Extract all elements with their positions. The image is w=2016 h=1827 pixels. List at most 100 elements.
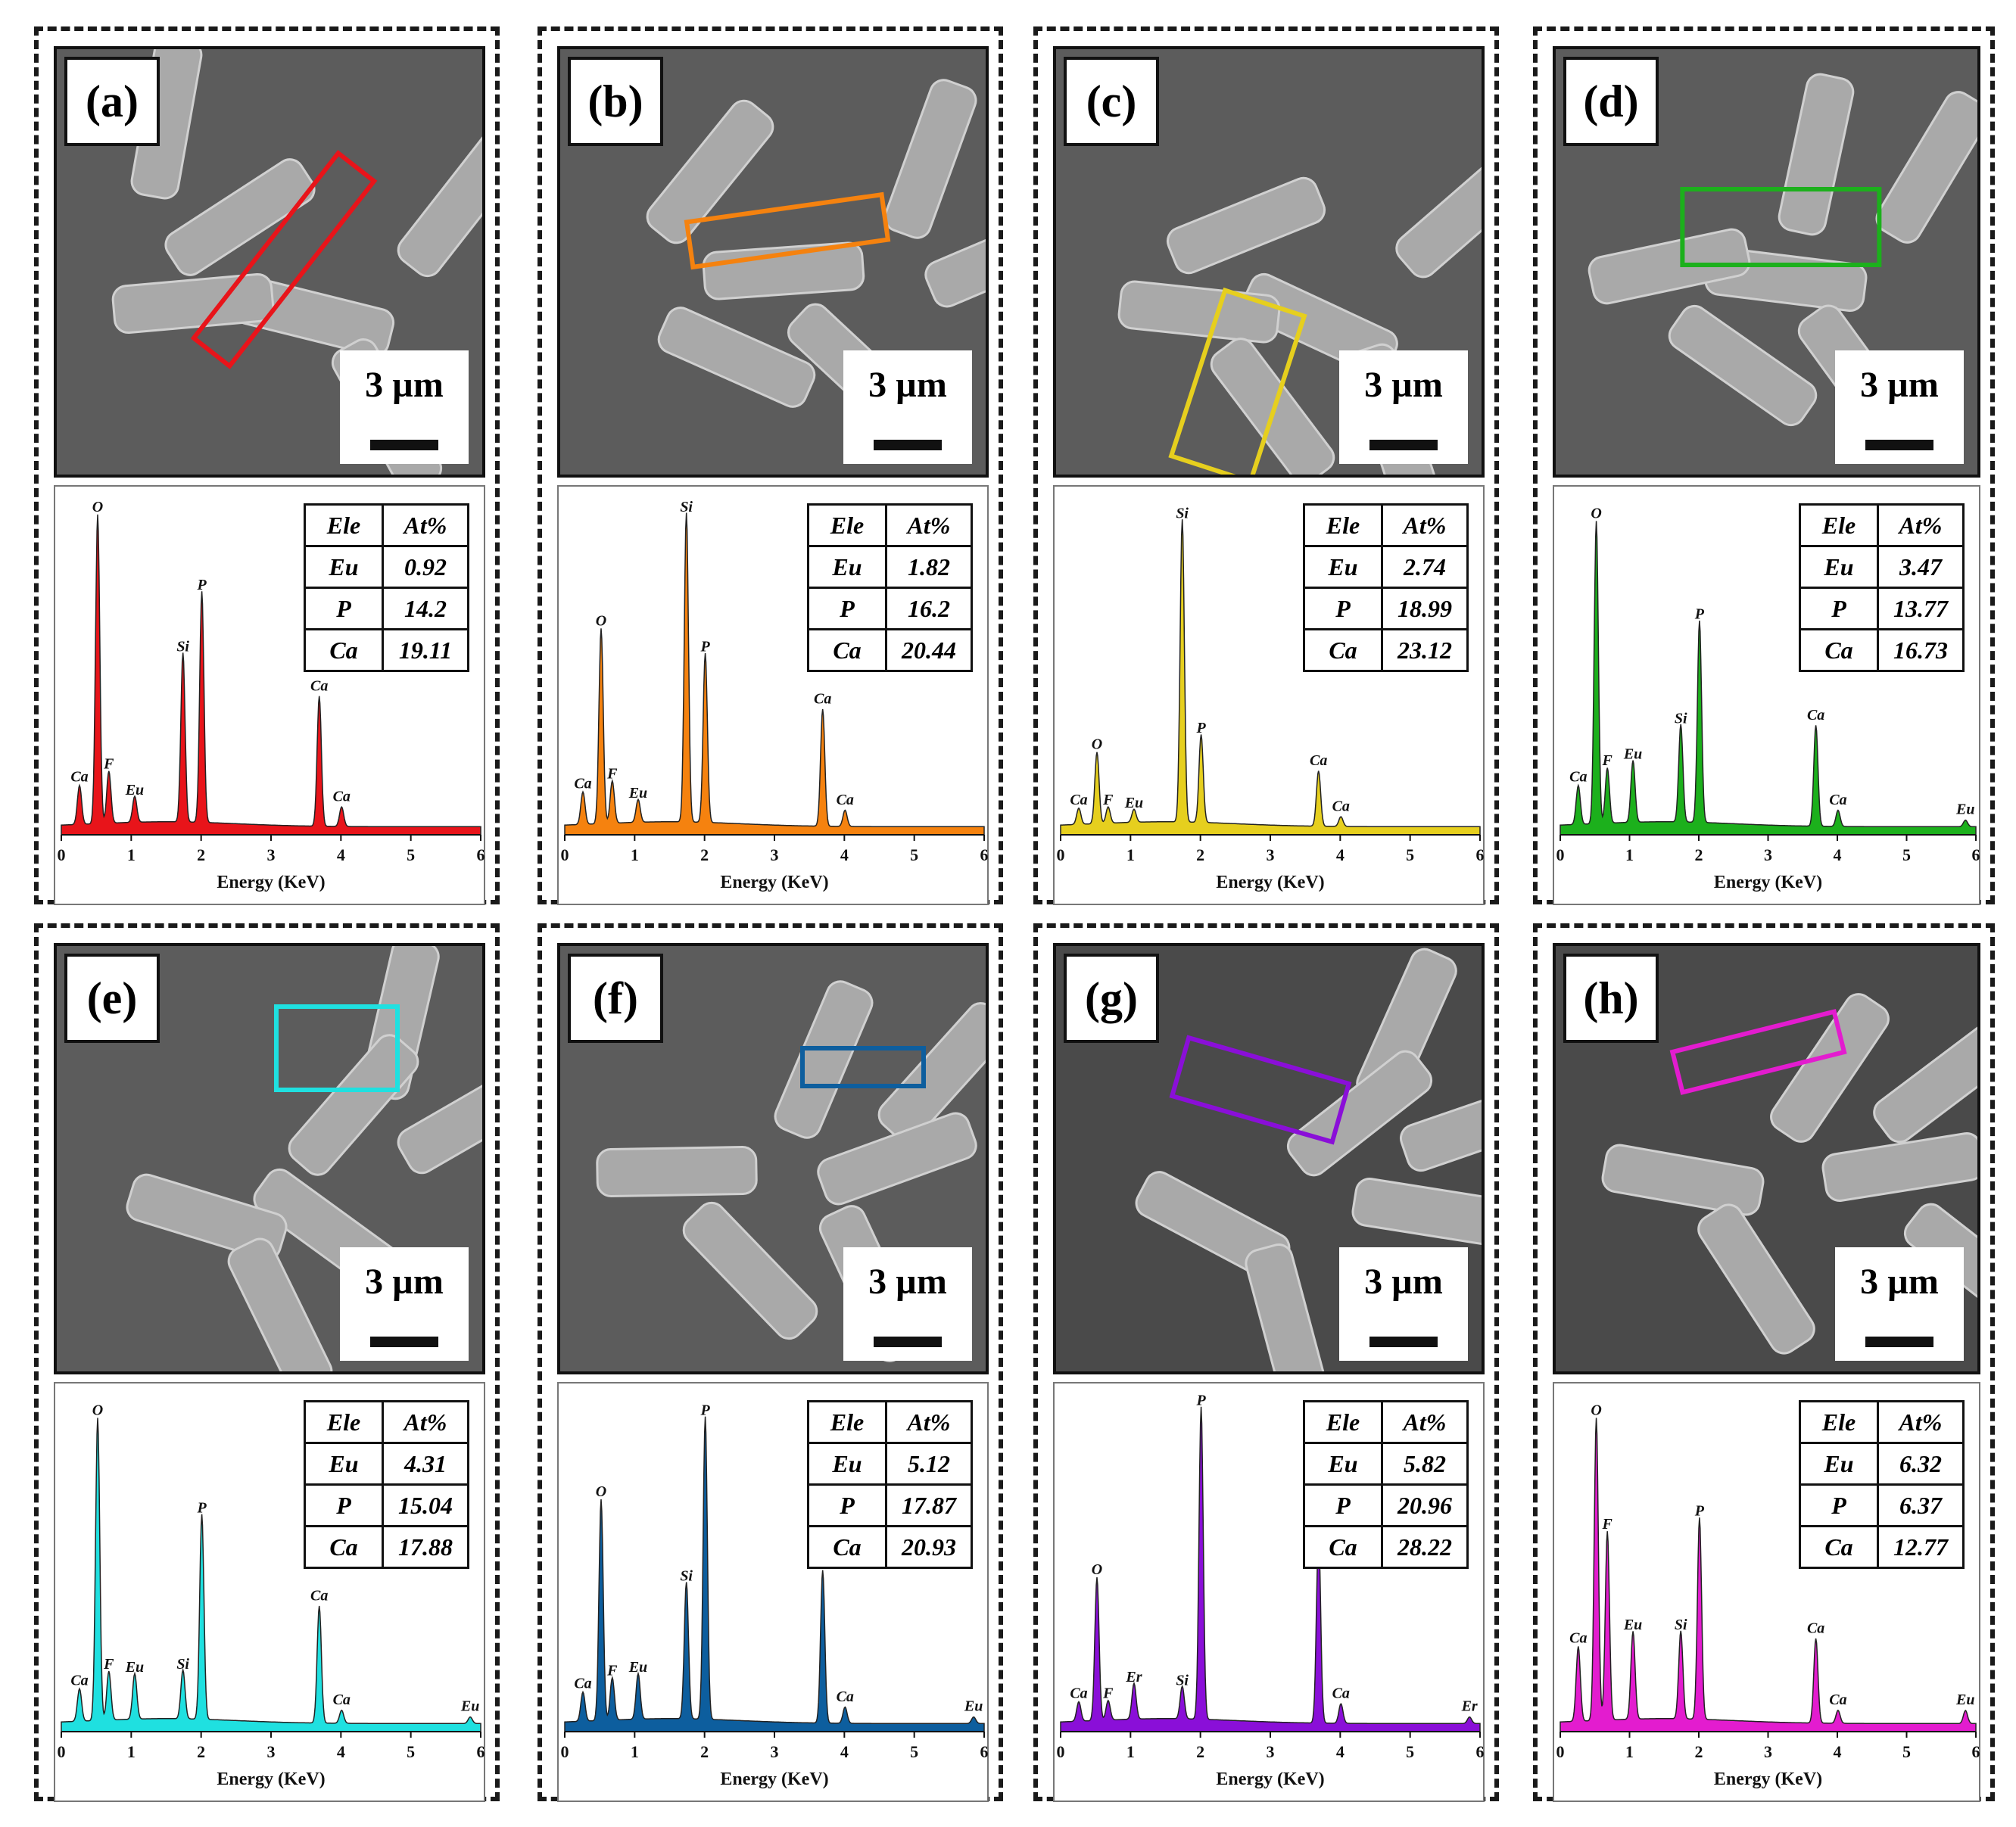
x-tick-label: 0 — [1556, 1742, 1565, 1761]
x-tick-label: 1 — [1625, 845, 1634, 864]
x-tick-label: 5 — [910, 1742, 918, 1761]
table-row: Ca 16.73 — [1799, 628, 1965, 672]
crystal-rod — [682, 1201, 818, 1340]
atomic-percent-cell: 17.88 — [382, 1525, 469, 1569]
element-cell: Ca — [304, 628, 384, 672]
table-row: Eu 1.82 — [807, 545, 973, 589]
peak-label: Ca — [333, 1692, 351, 1708]
table-row: P 16.2 — [807, 587, 973, 630]
atomic-percent-cell: 20.96 — [1381, 1483, 1469, 1527]
atomic-percent-cell: 20.44 — [885, 628, 973, 672]
element-cell: P — [1303, 1483, 1383, 1527]
table-row: P 15.04 — [304, 1483, 469, 1527]
element-cell: Ca — [1303, 628, 1383, 672]
panel-label: (b) — [568, 57, 663, 146]
table-row: Ca 23.12 — [1303, 628, 1469, 672]
peak-label: O — [1591, 1402, 1601, 1418]
composition-table: Ele At% Eu 1.82 P 16.2 Ca 20.44 — [807, 503, 973, 672]
spectrum-area — [1560, 1418, 1977, 1732]
x-tick-label: 5 — [1902, 1742, 1911, 1761]
element-cell: Ele — [1303, 1400, 1383, 1444]
element-cell: Ca — [1799, 628, 1879, 672]
table-row: P 17.87 — [807, 1483, 973, 1527]
atomic-percent-cell: At% — [382, 503, 469, 547]
element-cell: Ele — [304, 1400, 384, 1444]
x-tick-label: 2 — [197, 845, 205, 864]
peak-label: O — [596, 1483, 606, 1500]
x-tick-label: 0 — [561, 845, 569, 864]
scale-bar — [874, 1337, 942, 1347]
peak-label: Eu — [1955, 801, 1974, 818]
table-row: Ca 19.11 — [304, 628, 469, 672]
peak-label: Eu — [1955, 1692, 1974, 1708]
atomic-percent-cell: At% — [885, 1400, 973, 1444]
x-tick-label: 4 — [337, 845, 345, 864]
element-cell: Eu — [807, 545, 887, 589]
x-tick-label: 1 — [1126, 845, 1135, 864]
peak-label: Eu — [1623, 1617, 1642, 1633]
peak-label: Ca — [1569, 769, 1587, 786]
element-cell: Ele — [304, 503, 384, 547]
spectrum-area — [61, 1418, 481, 1732]
sem-image: (b) 3 µm — [557, 46, 989, 478]
scale-label: 3 µm — [868, 1262, 947, 1302]
atomic-percent-cell: 13.77 — [1877, 587, 1965, 630]
atomic-percent-cell: At% — [1877, 1400, 1965, 1444]
crystal-rod — [1601, 1144, 1765, 1216]
table-row: P 13.77 — [1799, 587, 1965, 630]
element-cell: Eu — [304, 545, 384, 589]
peak-label: P — [700, 1402, 710, 1418]
atomic-percent-cell: At% — [1877, 503, 1965, 547]
x-tick-label: 5 — [910, 845, 918, 864]
roi-box — [190, 150, 378, 369]
element-cell: Eu — [1303, 545, 1383, 589]
peak-label: Ca — [333, 788, 351, 805]
atomic-percent-cell: 1.82 — [885, 545, 973, 589]
element-cell: Ca — [1799, 1525, 1879, 1569]
element-cell: Ca — [304, 1525, 384, 1569]
table-row: Eu 5.12 — [807, 1442, 973, 1486]
scale-bar — [1865, 440, 1933, 450]
peak-label: Eu — [628, 1659, 647, 1676]
panel-a: (a) 3 µm 0 1 2 3 4 5 6 Energy (KeV) Ca O F Eu Si P Ca Ca E… — [34, 26, 500, 905]
crystal-rod — [1873, 1018, 1977, 1144]
x-tick-label: 5 — [407, 845, 415, 864]
element-cell: Eu — [304, 1442, 384, 1486]
peak-label: Ca — [837, 792, 854, 808]
atomic-percent-cell: 16.2 — [885, 587, 973, 630]
atomic-percent-cell: 23.12 — [1381, 628, 1469, 672]
x-tick-label: 2 — [1196, 1742, 1204, 1761]
crystal-rod — [227, 1237, 333, 1371]
panel-label: (a) — [64, 57, 160, 146]
peak-label: Ca — [1332, 798, 1350, 814]
atomic-percent-cell: At% — [1381, 1400, 1469, 1444]
crystal-rod — [126, 1173, 288, 1261]
crystal-rod — [1875, 91, 1977, 244]
atomic-percent-cell: 15.04 — [382, 1483, 469, 1527]
panel-label: (h) — [1563, 954, 1659, 1043]
scale-bar — [370, 1337, 438, 1347]
x-tick-label: 4 — [840, 1742, 849, 1761]
table-row: Ca 17.88 — [304, 1525, 469, 1569]
x-tick-label: 1 — [631, 845, 639, 864]
peak-label: Ca — [574, 775, 591, 792]
panel-d: (d) 3 µm 0 1 2 3 4 5 6 Energy (KeV) Ca O F Eu Si P Ca Ca E… — [1533, 26, 1995, 905]
crystal-rod — [657, 307, 816, 408]
x-tick-label: 5 — [1902, 845, 1911, 864]
peak-label: Ca — [837, 1688, 854, 1705]
table-row: P 6.37 — [1799, 1483, 1965, 1527]
spectrum-area — [1060, 519, 1481, 836]
peak-label: O — [1092, 736, 1102, 753]
atomic-percent-cell: 6.37 — [1877, 1483, 1965, 1527]
atomic-percent-cell: 28.22 — [1381, 1525, 1469, 1569]
x-axis-label: Energy (KeV) — [1714, 1769, 1822, 1789]
element-cell: Ele — [1303, 503, 1383, 547]
x-tick-label: 1 — [1126, 1742, 1135, 1761]
peak-label: P — [1694, 606, 1705, 623]
table-header-row: Ele At% — [807, 503, 973, 547]
x-tick-label: 3 — [1764, 845, 1772, 864]
peak-label: F — [103, 1656, 114, 1673]
spectrum-area — [1060, 1406, 1481, 1732]
